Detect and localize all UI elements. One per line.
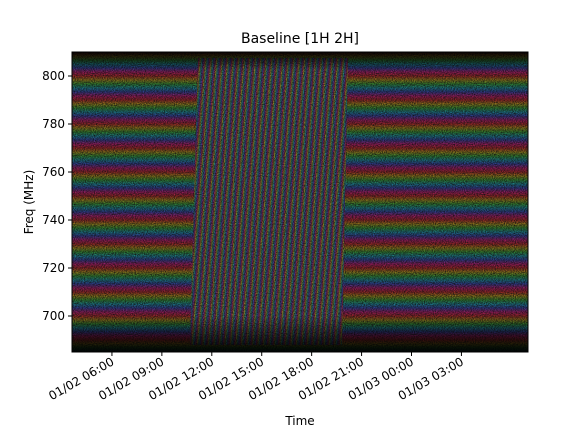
y-tick-label: 760 xyxy=(42,165,65,179)
plot-frame xyxy=(71,51,529,353)
heatmap-image xyxy=(72,52,528,352)
y-tick-label: 780 xyxy=(42,117,65,131)
y-tick-label: 800 xyxy=(42,69,65,83)
y-tick-label: 700 xyxy=(42,309,65,323)
y-tick-label: 740 xyxy=(42,213,65,227)
chart-title: Baseline [1H 2H] xyxy=(241,31,359,47)
x-axis-label: Time xyxy=(284,414,314,428)
y-tick-label: 720 xyxy=(42,261,65,275)
y-axis-label: Freq (MHz) xyxy=(22,170,36,235)
